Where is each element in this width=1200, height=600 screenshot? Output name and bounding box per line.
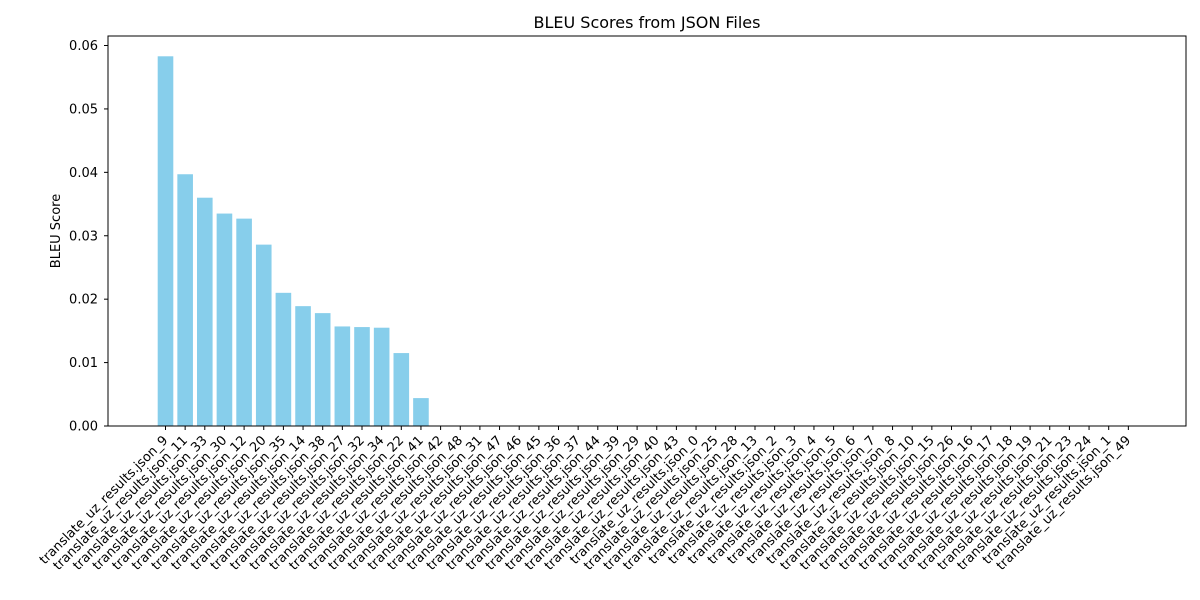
bar-1 <box>177 174 193 426</box>
y-tick-label-1: 0.01 <box>69 356 98 371</box>
y-ticks: 0.00 0.01 0.02 0.03 0.04 0.05 0.06 <box>69 39 108 435</box>
y-tick-label-0: 0.00 <box>69 420 98 435</box>
bar-10 <box>354 327 370 426</box>
bar-4 <box>236 218 252 426</box>
chart-title: BLEU Scores from JSON Files <box>534 13 761 32</box>
bar-8 <box>314 313 331 426</box>
y-tick-label-2: 0.02 <box>69 293 98 308</box>
y-axis-label: BLEU Score <box>49 194 64 268</box>
bar-2 <box>197 197 213 426</box>
bar-5 <box>255 244 272 426</box>
bars-layer <box>157 56 429 426</box>
bar-7 <box>295 306 311 426</box>
bar-12 <box>393 353 410 426</box>
x-ticks: translate_uz_results.json_9translate_uz_… <box>37 426 1134 574</box>
bar-9 <box>334 326 351 426</box>
bar-11 <box>373 327 390 426</box>
y-tick-label-5: 0.05 <box>69 102 98 117</box>
bar-6 <box>275 292 292 426</box>
y-tick-label-4: 0.04 <box>69 166 98 181</box>
y-tick-label-6: 0.06 <box>69 39 98 54</box>
y-tick-label-3: 0.03 <box>69 229 98 244</box>
plot-frame <box>107 35 1187 427</box>
bar-0 <box>157 56 174 426</box>
bar-3 <box>216 213 233 426</box>
bar-13 <box>413 398 429 426</box>
